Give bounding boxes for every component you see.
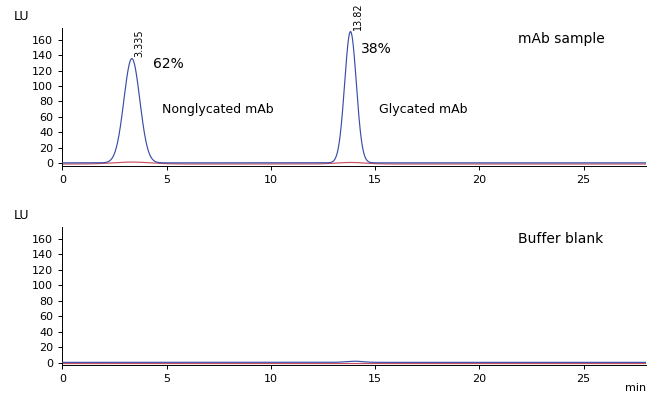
Text: LU: LU <box>14 10 30 22</box>
Text: 3.335: 3.335 <box>134 30 144 57</box>
Text: Buffer blank: Buffer blank <box>518 231 603 245</box>
Text: 13.82: 13.82 <box>353 3 363 30</box>
Text: LU: LU <box>14 209 30 222</box>
Text: 38%: 38% <box>361 42 392 56</box>
Text: mAb sample: mAb sample <box>518 32 604 46</box>
Text: 62%: 62% <box>153 57 184 71</box>
Text: Nonglycated mAb: Nonglycated mAb <box>163 103 274 116</box>
Text: Glycated mAb: Glycated mAb <box>379 103 468 116</box>
Text: min: min <box>625 383 646 393</box>
